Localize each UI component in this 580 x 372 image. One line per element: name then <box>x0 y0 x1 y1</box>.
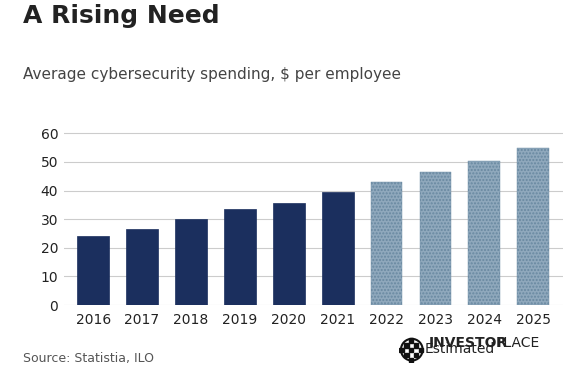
Text: INVESTOR: INVESTOR <box>429 336 509 350</box>
Polygon shape <box>414 353 418 357</box>
Polygon shape <box>419 348 423 352</box>
Bar <box>77 236 109 305</box>
Polygon shape <box>414 343 418 347</box>
Polygon shape <box>409 358 414 362</box>
Bar <box>126 229 158 305</box>
Bar <box>224 209 256 305</box>
Polygon shape <box>409 348 414 352</box>
Bar <box>419 172 451 305</box>
Text: Source: Statistia, ILO: Source: Statistia, ILO <box>23 352 154 365</box>
Polygon shape <box>399 348 404 352</box>
Polygon shape <box>409 338 414 343</box>
Polygon shape <box>401 339 423 360</box>
Text: Estimated: Estimated <box>425 342 495 356</box>
Polygon shape <box>404 343 408 347</box>
Bar <box>175 219 207 305</box>
Text: A Rising Need: A Rising Need <box>23 4 220 28</box>
Text: Average cybersecurity spending, $ per employee: Average cybersecurity spending, $ per em… <box>23 67 401 82</box>
Bar <box>469 161 500 305</box>
Text: PLACE: PLACE <box>496 336 540 350</box>
Bar <box>322 192 354 305</box>
Polygon shape <box>404 353 408 357</box>
Bar <box>371 182 403 305</box>
Bar <box>273 203 304 305</box>
Bar <box>517 148 549 305</box>
